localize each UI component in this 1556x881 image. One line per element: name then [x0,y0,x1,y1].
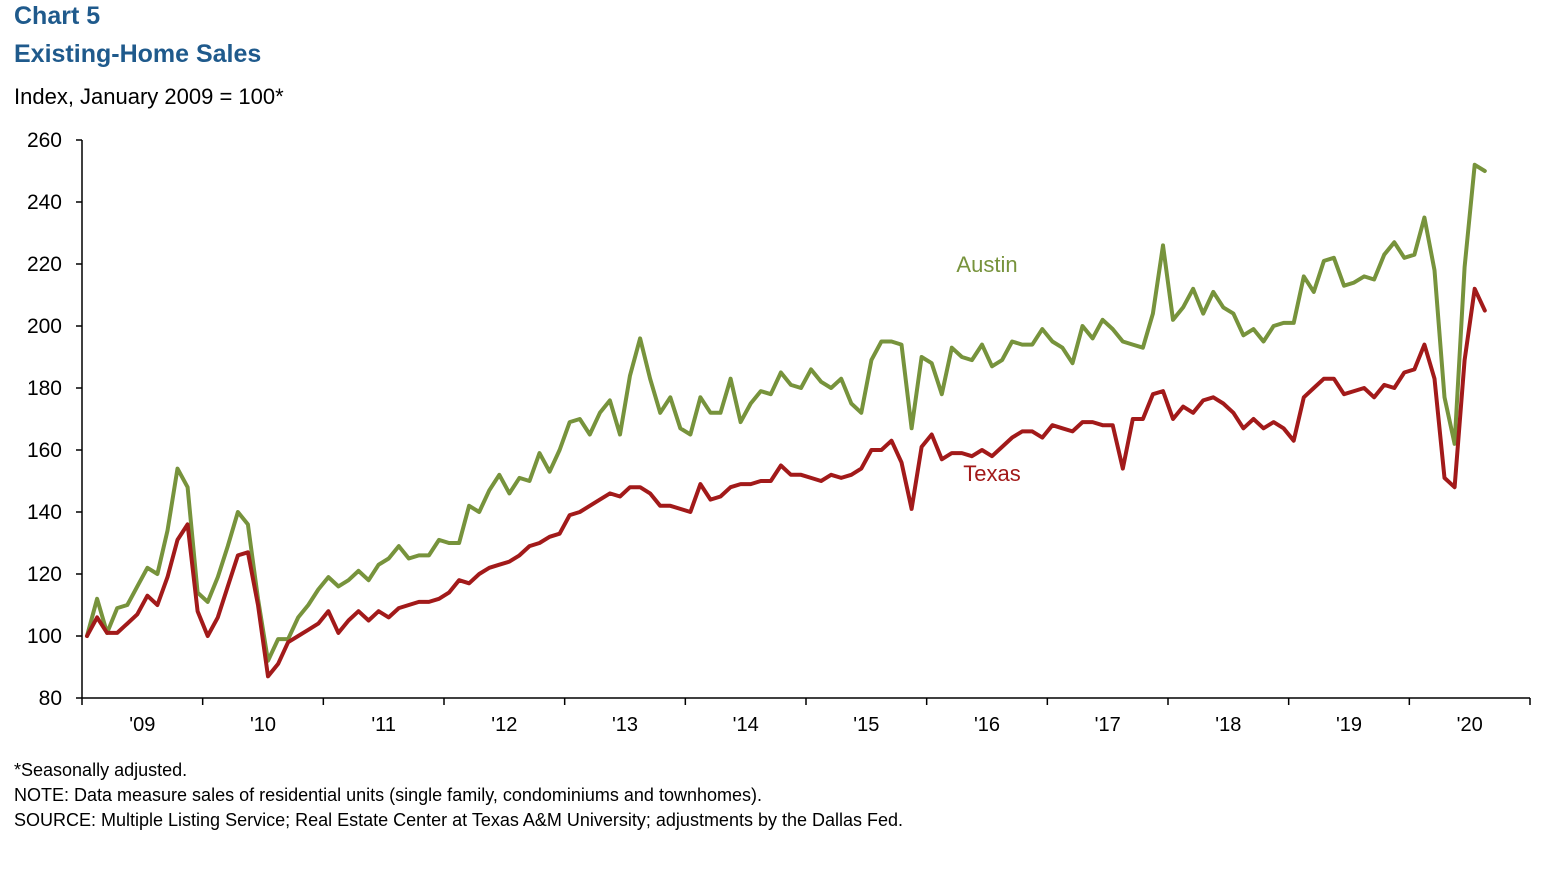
y-tick-label: 240 [27,191,62,214]
y-tick-label: 160 [27,439,62,462]
y-tick-label: 260 [27,129,62,152]
note-text: NOTE: Data measure sales of residential … [14,785,762,805]
x-tick-label: '12 [491,714,517,736]
y-tick-label: 140 [27,501,62,524]
x-tick-label: '18 [1215,714,1241,736]
y-tick-label: 180 [27,377,62,400]
line-chart: 80 100 120 140 160 180 200 220 240 260 '09 '10 '11 '1… [27,129,1531,736]
x-tick-label: '17 [1095,714,1121,736]
x-tick-label: '09 [129,714,155,736]
chart-title: Existing-Home Sales [14,40,262,68]
chart-notes: *Seasonally adjusted. NOTE: Data measure… [14,758,903,833]
series-label-texas: Texas [963,461,1020,486]
series-line-texas [85,286,1487,679]
y-tick-label: 200 [27,315,62,338]
x-tick-label: '20 [1457,714,1483,736]
chart-subtitle: Index, January 2009 = 100* [14,84,284,109]
footnote: *Seasonally adjusted. [14,760,188,780]
source-text: SOURCE: Multiple Listing Service; Real E… [14,810,904,830]
x-tick-label: '16 [974,714,1000,736]
x-tick-label: '13 [612,714,638,736]
y-tick-label: 80 [39,687,62,710]
y-tick-label: 220 [27,253,62,276]
chart-number: Chart 5 [14,2,101,30]
series-line-austin [85,162,1487,663]
x-tick-label: '15 [853,714,879,736]
y-tick-label: 100 [27,625,62,648]
series-label-austin: Austin [956,252,1017,277]
x-tick-label: '14 [733,714,759,736]
x-tick-label: '11 [371,714,396,736]
y-tick-label: 120 [27,563,62,586]
x-tick-label: '19 [1336,714,1362,736]
x-tick-label: '10 [250,714,276,736]
